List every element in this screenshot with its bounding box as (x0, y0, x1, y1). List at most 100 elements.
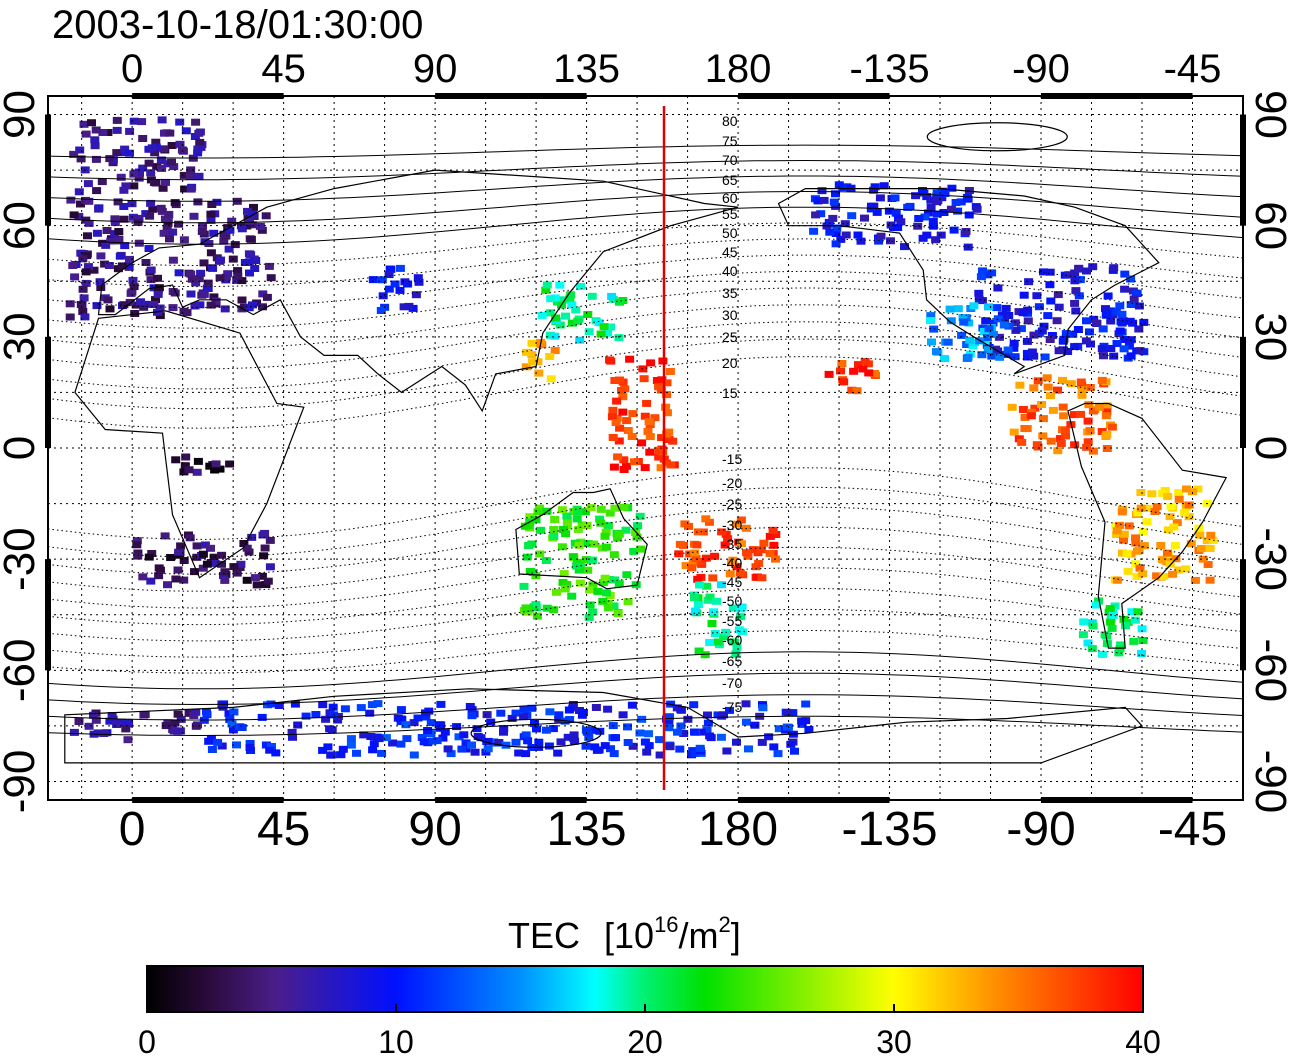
tec-cell (1184, 513, 1194, 521)
colorbar-tick-label: 30 (876, 1024, 912, 1057)
tec-cell (1085, 427, 1095, 435)
tec-cell (1102, 431, 1112, 438)
tec-cell (731, 650, 741, 658)
tec-cell (574, 541, 584, 549)
tec-cell (1129, 637, 1139, 645)
frame-bar-bottom (738, 797, 890, 803)
tec-cell (622, 571, 632, 579)
tec-cell (186, 185, 196, 193)
tec-cell (154, 572, 164, 580)
tec-cell (773, 750, 783, 758)
tec-cell (1112, 340, 1122, 347)
tec-cell (138, 573, 148, 581)
x-tick-label-bottom: -45 (1158, 803, 1227, 856)
tec-cell (1029, 352, 1039, 360)
tec-cell (764, 733, 774, 741)
tec-cell (1046, 297, 1056, 305)
tec-cell (1102, 445, 1112, 452)
contour-label: 60 (722, 190, 738, 206)
tec-cell (723, 535, 733, 543)
tec-cell (199, 259, 209, 267)
tec-cell (499, 725, 509, 733)
tec-cell (132, 541, 142, 549)
tec-cell (1115, 302, 1125, 310)
tec-cell (567, 319, 577, 327)
tec-cell (496, 709, 506, 717)
tec-cell (176, 542, 186, 550)
tec-cell (725, 706, 734, 714)
tec-cell (528, 358, 538, 366)
tec-cell (1168, 570, 1178, 578)
tec-cell (829, 198, 839, 206)
tec-cell (665, 368, 675, 375)
tec-cell (237, 724, 247, 731)
tec-cell (614, 530, 624, 538)
tec-cell (521, 731, 531, 739)
tec-cell (1157, 556, 1167, 564)
tec-cell (432, 737, 442, 745)
contour-line (48, 567, 1243, 626)
colorbar-label-unit-exp2: 2 (719, 912, 731, 937)
tec-cell (104, 262, 114, 269)
tec-cell (580, 508, 590, 516)
tec-cell (612, 414, 622, 422)
tec-cell (1079, 618, 1089, 626)
tec-cell (112, 116, 122, 124)
tec-cell (903, 203, 913, 211)
tec-cell (482, 711, 492, 719)
tec-cell (225, 226, 235, 234)
tec-cell (245, 269, 254, 277)
frame-bar-right (1240, 114, 1246, 226)
tec-cell (368, 276, 378, 284)
tec-cell (702, 726, 712, 734)
tec-cell (1130, 616, 1140, 624)
tec-cell (252, 581, 262, 589)
tec-cell (195, 138, 205, 146)
tec-cell (1166, 502, 1176, 510)
tec-cell (107, 712, 117, 719)
tec-cell (949, 226, 959, 234)
tec-cell (983, 271, 993, 279)
tec-cell (644, 742, 654, 750)
tec-cell (619, 466, 629, 473)
tec-cell (1053, 386, 1062, 394)
tec-cell (196, 269, 206, 277)
tec-cell (216, 256, 225, 264)
tec-cell (139, 303, 149, 311)
tec-cell (91, 155, 101, 163)
tec-cell (531, 601, 541, 609)
tec-cell (819, 196, 829, 204)
tec-cell (569, 731, 579, 739)
tec-cell (864, 369, 874, 377)
colorbar-label-unit-exp: 16 (654, 912, 678, 937)
tec-cell (263, 577, 273, 585)
tec-cell (676, 722, 686, 730)
tec-cell (1142, 504, 1152, 512)
tec-cell (655, 751, 665, 759)
tec-cell (193, 173, 203, 181)
tec-cell (153, 290, 163, 298)
y-axis-right: 90 60 30 0 -30 -60 -90 (1246, 90, 1292, 813)
tec-cell (144, 553, 154, 561)
tec-cell (1010, 319, 1020, 327)
tec-cell (1033, 377, 1043, 385)
tec-cell (98, 129, 108, 136)
tec-cell (90, 136, 100, 144)
tec-cell (603, 604, 613, 612)
tec-cell (186, 270, 196, 278)
tec-cell (147, 550, 157, 557)
tec-cell (668, 437, 678, 445)
magnetic-contours (48, 122, 1243, 748)
tec-cell (1016, 325, 1026, 333)
tec-cell (465, 703, 475, 710)
tec-cell (1053, 447, 1063, 455)
tec-cell (396, 715, 406, 723)
tec-cell (423, 727, 433, 734)
y-tick-label-right: -60 (1246, 639, 1292, 703)
tec-cell (736, 605, 746, 613)
tec-cell (586, 504, 596, 512)
tec-cell (1131, 289, 1141, 297)
tec-cell (1180, 509, 1190, 517)
tec-cell (609, 602, 619, 610)
tec-cell (130, 310, 140, 317)
